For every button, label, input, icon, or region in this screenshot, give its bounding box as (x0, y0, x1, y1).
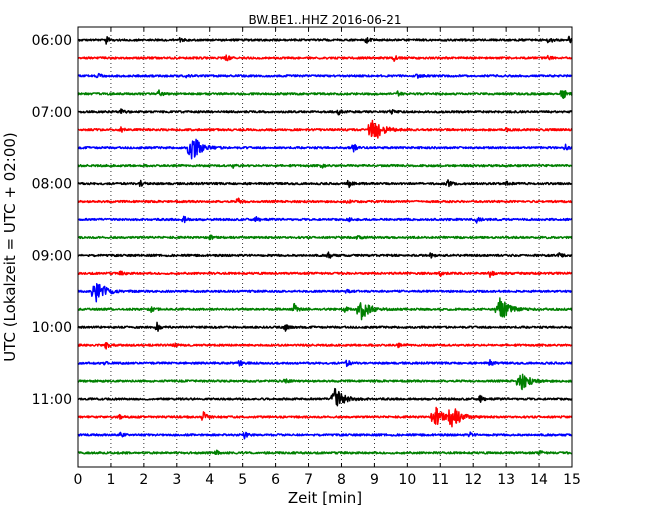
trace-1130 (77, 431, 573, 440)
x-tick-label: 9 (370, 472, 379, 488)
x-tick-label: 11 (431, 472, 449, 488)
trace-0630 (77, 72, 573, 79)
y-tick-label: 11:00 (32, 392, 72, 408)
y-tick-label: 09:00 (32, 248, 72, 264)
ticks: 0 1 2 3 4 5 6 7 8 9 10 11 12 13 14 1506:0007:0008:0009:… (32, 27, 581, 488)
x-tick-label: 8 (337, 472, 346, 488)
x-axis-label: Zeit [min] (288, 489, 362, 507)
trace-0800 (77, 179, 573, 189)
y-tick-label: 08:00 (32, 177, 72, 193)
trace-0730 (77, 138, 573, 160)
x-tick-label: 13 (497, 472, 515, 488)
x-tick-label: 10 (398, 472, 416, 488)
plot-frame (77, 26, 573, 468)
trace-0945 (77, 297, 573, 321)
x-tick-label: 12 (464, 472, 482, 488)
y-tick-label: 10:00 (32, 320, 72, 336)
trace-0645 (77, 89, 573, 99)
trace-0815 (77, 197, 573, 204)
trace-1100 (77, 387, 573, 407)
trace-0600 (77, 35, 573, 45)
trace-0845 (77, 234, 573, 241)
x-tick-label: 14 (530, 472, 548, 488)
chart-title: BW.BE1..HHZ 2016-06-21 (248, 13, 401, 27)
trace-1030 (77, 358, 573, 368)
x-tick-label: 6 (271, 472, 280, 488)
trace-0615 (77, 54, 573, 62)
traces (77, 35, 573, 456)
grid (110, 27, 540, 467)
x-tick-label: 0 (74, 472, 83, 488)
trace-0700 (77, 108, 573, 116)
y-axis-label: UTC (Lokalzeit = UTC + 02:00) (1, 132, 19, 362)
trace-0715 (77, 119, 573, 139)
y-tick-label: 06:00 (32, 33, 72, 49)
x-tick-label: 5 (238, 472, 247, 488)
x-tick-label: 3 (172, 472, 181, 488)
y-tick-label: 07:00 (32, 105, 72, 121)
trace-0915 (77, 270, 573, 278)
trace-0930 (77, 283, 573, 303)
trace-1000 (77, 321, 573, 332)
x-tick-label: 4 (205, 472, 214, 488)
x-tick-label: 1 (106, 472, 115, 488)
trace-0830 (77, 215, 573, 224)
trace-1045 (77, 373, 573, 391)
trace-1115 (77, 406, 573, 428)
trace-1145 (77, 449, 573, 456)
x-tick-label: 15 (563, 472, 581, 488)
trace-1015 (77, 342, 573, 350)
trace-0900 (77, 251, 573, 259)
x-tick-label: 7 (304, 472, 313, 488)
trace-0745 (77, 163, 573, 169)
x-tick-label: 2 (139, 472, 148, 488)
